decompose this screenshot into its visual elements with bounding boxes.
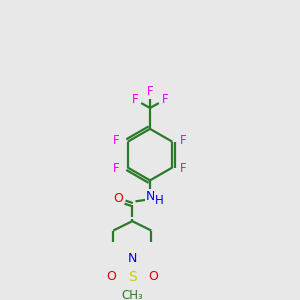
Text: F: F [113,134,120,147]
Text: N: N [146,190,155,203]
Text: O: O [113,192,123,205]
Text: F: F [162,93,169,106]
Text: N: N [128,251,137,265]
Text: O: O [148,270,158,283]
Text: F: F [180,162,187,175]
Text: O: O [106,270,116,283]
Text: F: F [147,85,153,98]
Text: H: H [154,194,163,207]
Text: F: F [131,93,138,106]
Text: F: F [113,162,120,175]
Text: S: S [128,270,137,283]
Text: CH₃: CH₃ [122,290,143,300]
Text: F: F [180,134,187,147]
